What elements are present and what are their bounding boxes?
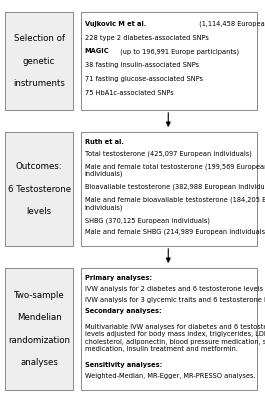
- Text: Secondary analyses:: Secondary analyses:: [85, 308, 161, 314]
- Text: Vujkovic M et al.: Vujkovic M et al.: [85, 21, 146, 27]
- Text: Bioavailable testosterone (382,988 European individuals): Bioavailable testosterone (382,988 Europ…: [85, 184, 265, 190]
- Text: Two-sample

Mendelian

randomization

analyses: Two-sample Mendelian randomization analy…: [8, 291, 70, 367]
- Text: MAGIC: MAGIC: [85, 48, 109, 54]
- Text: 228 type 2 diabetes-associated SNPs: 228 type 2 diabetes-associated SNPs: [85, 34, 208, 40]
- Text: Primary analyses:: Primary analyses:: [85, 275, 152, 281]
- Text: SHBG (370,125 European individuals): SHBG (370,125 European individuals): [85, 217, 210, 224]
- Text: Selection of

genetic

instruments: Selection of genetic instruments: [13, 34, 65, 88]
- Text: 75 HbA1c-associated SNPs: 75 HbA1c-associated SNPs: [85, 90, 173, 96]
- Text: Male and female bioavailable testosterone (184,205 European
individuals): Male and female bioavailable testosteron…: [85, 197, 265, 211]
- Bar: [81, 268, 257, 390]
- Text: Male and female SHBG (214,989 European individuals): Male and female SHBG (214,989 European i…: [85, 228, 265, 235]
- Text: Male and female total testosterone (199,569 European
individuals): Male and female total testosterone (199,…: [85, 163, 265, 177]
- Text: IVW analysis for 2 diabetes and 6 testosterone levels: IVW analysis for 2 diabetes and 6 testos…: [85, 286, 263, 292]
- Bar: [81, 12, 257, 110]
- Text: (up to 196,991 Europe participants): (up to 196,991 Europe participants): [118, 48, 239, 55]
- Text: IVW analysis for 3 glycemic traits and 6 testosterone levels: IVW analysis for 3 glycemic traits and 6…: [85, 297, 265, 303]
- Bar: [5, 12, 73, 110]
- Text: 71 fasting glucose-associated SNPs: 71 fasting glucose-associated SNPs: [85, 76, 202, 82]
- Text: Outcomes:

6 Testosterone

levels: Outcomes: 6 Testosterone levels: [7, 162, 71, 216]
- Text: Total testosterone (425,097 European individuals): Total testosterone (425,097 European ind…: [85, 150, 251, 157]
- Text: Ruth et al.: Ruth et al.: [85, 139, 123, 145]
- Text: Multivariable IVW analyses for diabetes and 6 testosterone
levels adjusted for b: Multivariable IVW analyses for diabetes …: [85, 324, 265, 352]
- Text: Sensitivity analyses:: Sensitivity analyses:: [85, 362, 162, 368]
- Bar: [5, 132, 73, 246]
- Text: 38 fasting insulin-associated SNPs: 38 fasting insulin-associated SNPs: [85, 62, 199, 68]
- Bar: [81, 132, 257, 246]
- Bar: [5, 268, 73, 390]
- Text: Weighted-Median, MR-Egger, MR-PRESSO analyses.: Weighted-Median, MR-Egger, MR-PRESSO ana…: [85, 373, 255, 379]
- Text: (1,114,458 European individuals): (1,114,458 European individuals): [197, 20, 265, 27]
